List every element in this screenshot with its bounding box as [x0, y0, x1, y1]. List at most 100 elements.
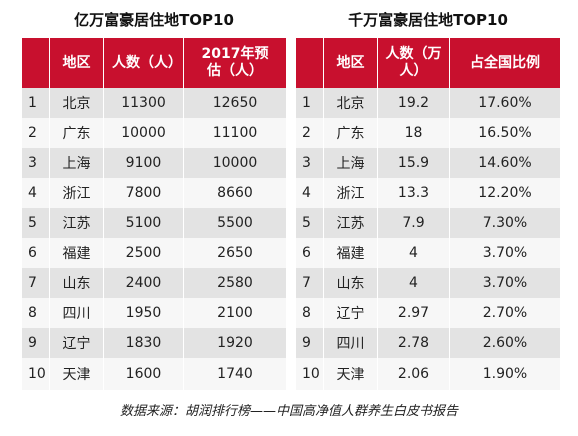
multimillionaire-table: 千万富豪居住地TOP10 地区 人数（万人） 占全国比例 1 北京 19.2 17.6…	[296, 0, 560, 390]
value-cell: 14.60%	[478, 155, 532, 171]
count-cell: 19.2	[378, 88, 450, 118]
count-cell: 4	[378, 238, 450, 268]
count-cell: 15.9	[378, 148, 450, 178]
billionaire-table-header: 地区 人数（人） 2017年预估（人）	[22, 38, 286, 88]
header-rank	[22, 38, 50, 88]
table-row: 7 山东 4 3.70%	[296, 268, 560, 298]
rank-cell: 9	[296, 328, 324, 358]
header-rank	[296, 38, 324, 88]
rank-cell: 9	[22, 328, 50, 358]
table-row: 4 浙江 7800 8660	[22, 178, 286, 208]
rank-cell: 5	[296, 208, 324, 238]
rank-cell: 4	[22, 178, 50, 208]
rank-cell: 5	[22, 208, 50, 238]
value-cell: 12.20%	[478, 185, 532, 201]
count-cell: 18	[378, 118, 450, 148]
count-cell: 9100	[104, 148, 184, 178]
region-cell: 广东	[50, 118, 104, 148]
table-row: 6 福建 2500 2650	[22, 238, 286, 268]
count-cell: 2400	[104, 268, 184, 298]
table-row: 4 浙江 13.3 12.20%	[296, 178, 560, 208]
region-cell: 江苏	[50, 208, 104, 238]
region-cell: 辽宁	[50, 328, 104, 358]
rank-cell: 7	[22, 268, 50, 298]
value-cell: 1.90%	[482, 366, 528, 382]
value-cell: 1920	[217, 335, 253, 351]
header-region: 地区	[324, 38, 378, 88]
header-region: 地区	[50, 38, 104, 88]
table-row: 2 广东 18 16.50%	[296, 118, 560, 148]
count-cell: 5100	[104, 208, 184, 238]
billionaire-table: 亿万富豪居住地TOP10 地区 人数（人） 2017年预估（人） 1 北京 1130…	[22, 0, 286, 390]
value-cell: 3.70%	[482, 245, 528, 261]
table-row: 10 天津 2.06 1.90%	[296, 358, 560, 390]
billionaire-table-title: 亿万富豪居住地TOP10	[74, 11, 234, 29]
value-cell: 2580	[217, 275, 253, 291]
count-cell: 1950	[104, 298, 184, 328]
count-cell: 7.9	[378, 208, 450, 238]
table-row: 9 辽宁 1830 1920	[22, 328, 286, 358]
value-cell: 8660	[217, 185, 253, 201]
value-cell: 7.30%	[482, 215, 528, 231]
value-cell: 5500	[217, 215, 253, 231]
count-cell: 1830	[104, 328, 184, 358]
value-cell: 2.60%	[482, 335, 528, 351]
table-row: 8 辽宁 2.97 2.70%	[296, 298, 560, 328]
region-cell: 浙江	[324, 178, 378, 208]
count-cell: 13.3	[378, 178, 450, 208]
header-count: 人数（人）	[104, 38, 184, 88]
region-cell: 山东	[324, 268, 378, 298]
region-cell: 天津	[324, 358, 378, 390]
value-cell: 16.50%	[478, 125, 532, 141]
region-cell: 四川	[50, 298, 104, 328]
value-cell: 10000	[212, 155, 258, 171]
multimillionaire-table-body: 1 北京 19.2 17.60% 2 广东 18 16.50% 3 上海 15.9 14.60% 4 浙江…	[296, 88, 560, 390]
region-cell: 上海	[324, 148, 378, 178]
count-cell: 7800	[104, 178, 184, 208]
table-row: 10 天津 1600 1740	[22, 358, 286, 390]
rank-cell: 8	[22, 298, 50, 328]
region-cell: 北京	[50, 88, 104, 118]
region-cell: 北京	[324, 88, 378, 118]
table-row: 3 上海 9100 10000	[22, 148, 286, 178]
count-cell: 11300	[104, 88, 184, 118]
region-cell: 广东	[324, 118, 378, 148]
source-note: 数据来源：胡润排行榜——中国高净值人群养生白皮书报告	[119, 404, 458, 419]
table-row: 6 福建 4 3.70%	[296, 238, 560, 268]
count-cell: 2500	[104, 238, 184, 268]
count-cell: 1600	[104, 358, 184, 390]
table-row: 9 四川 2.78 2.60%	[296, 328, 560, 358]
count-cell: 4	[378, 268, 450, 298]
table-row: 7 山东 2400 2580	[22, 268, 286, 298]
header-2017-estimate: 2017年预估（人）	[201, 46, 269, 79]
table-row: 5 江苏 7.9 7.30%	[296, 208, 560, 238]
billionaire-table-body: 1 北京 11300 12650 2 广东 10000 11100 3 上海 9100 10000 4 浙…	[22, 88, 286, 390]
rank-cell: 3	[22, 148, 50, 178]
region-cell: 福建	[324, 238, 378, 268]
count-cell: 2.78	[378, 328, 450, 358]
header-national-share: 占全国比例	[470, 54, 540, 71]
region-cell: 天津	[50, 358, 104, 390]
rank-cell: 10	[22, 358, 50, 390]
value-cell: 11100	[212, 125, 258, 141]
rank-cell: 3	[296, 148, 324, 178]
value-cell: 3.70%	[482, 275, 528, 291]
table-row: 1 北京 11300 12650	[22, 88, 286, 118]
rank-cell: 4	[296, 178, 324, 208]
multimillionaire-table-header: 地区 人数（万人） 占全国比例	[296, 38, 560, 88]
rank-cell: 2	[296, 118, 324, 148]
value-cell: 12650	[212, 95, 258, 111]
value-cell: 2100	[217, 305, 253, 321]
region-cell: 江苏	[324, 208, 378, 238]
value-cell: 17.60%	[478, 95, 532, 111]
rank-cell: 6	[296, 238, 324, 268]
value-cell: 1740	[217, 366, 253, 382]
table-row: 3 上海 15.9 14.60%	[296, 148, 560, 178]
table-row: 1 北京 19.2 17.60%	[296, 88, 560, 118]
value-cell: 2650	[217, 245, 253, 261]
region-cell: 山东	[50, 268, 104, 298]
region-cell: 辽宁	[324, 298, 378, 328]
region-cell: 上海	[50, 148, 104, 178]
value-cell: 2.70%	[482, 305, 528, 321]
count-cell: 2.97	[378, 298, 450, 328]
